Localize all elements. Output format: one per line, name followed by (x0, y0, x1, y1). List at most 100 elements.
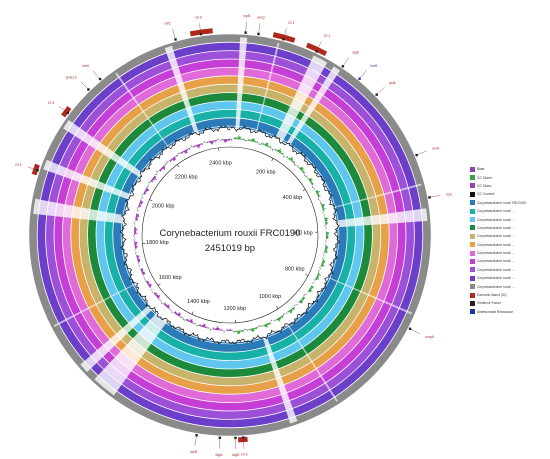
legend-label: Corynebacterium rouxii ... (477, 217, 515, 222)
gene-label: lmrB (370, 64, 378, 68)
legend-label: Blast (477, 167, 485, 172)
alignment-gaps (33, 37, 428, 424)
legend-label: Corynebacterium rouxii ... (477, 267, 515, 272)
legend-label: Corynebacterium rouxii ... (477, 225, 515, 230)
gene-marker (87, 88, 90, 91)
legend-swatch (470, 242, 475, 248)
genomic-island-arc (238, 436, 248, 443)
kbp-tick-label: 2400 kbp (209, 161, 232, 167)
legend-item: GC Content (470, 190, 548, 198)
legend-label: Corynebacterium rouxii FRC0190 (477, 200, 526, 205)
gene-label: fagA (216, 453, 224, 457)
gene-label: aroA (432, 147, 440, 151)
kbp-tick (149, 199, 153, 202)
gene-label-leader (58, 106, 68, 114)
gene-marker (358, 77, 361, 80)
kbp-tick-label: 2200 kbp (175, 175, 198, 181)
gene-label-leader (416, 150, 427, 156)
gap-arc (63, 120, 148, 181)
legend-item: Corynebacterium rouxii ... (470, 215, 548, 223)
legend-swatch (470, 292, 475, 298)
blast-ring (29, 34, 431, 436)
legend-swatch (470, 208, 475, 214)
map-title: Corynebacterium rouxii FRC0190 (160, 228, 301, 239)
legend-swatch (470, 183, 475, 189)
legend-label: GC Skew+ (477, 175, 493, 180)
gene-label-leader (92, 70, 101, 80)
legend-label: GC Content (477, 192, 495, 197)
genome-length: 2451019 bp (205, 243, 255, 254)
gene-marker (257, 32, 260, 36)
legend-swatch (470, 166, 475, 172)
kbp-tick-label: 400 kbp (283, 195, 303, 201)
gap-streak (284, 320, 339, 402)
kbp-tick (302, 189, 306, 192)
gene-marker (195, 434, 198, 437)
kbp-tick-label: 200 kbp (256, 169, 276, 175)
legend-swatch (470, 191, 475, 197)
blast-ring (96, 101, 364, 369)
gene-label-leader (342, 57, 350, 67)
gene-label-leader (172, 28, 176, 40)
kbp-tick (271, 158, 274, 162)
kbp-tick-label: 1200 kbp (223, 306, 246, 312)
legend-label: Corynebacterium rouxii ... (477, 251, 515, 256)
gc-tracks (120, 124, 340, 345)
kbp-tick (305, 273, 309, 276)
gc-skew-positive (133, 135, 330, 335)
gene-label: GI 6 (195, 15, 202, 19)
legend-label: Corynebacterium rouxii ... (477, 259, 515, 264)
gap-arc (272, 55, 328, 147)
blast-rings (29, 34, 431, 436)
legend-swatch (470, 284, 475, 290)
kbp-tick-label: 600 kbp (293, 231, 313, 237)
gap-arc (260, 330, 298, 424)
gene-marker (315, 50, 318, 53)
gene-marker (98, 77, 102, 81)
kbp-tick (191, 311, 194, 315)
legend-label: Virulence Factor (477, 301, 501, 306)
gap-arc (94, 308, 171, 396)
legend-swatch (470, 217, 475, 223)
gene-label: groEL2 (66, 76, 77, 80)
gene-label: ompA (425, 335, 435, 339)
gene-label-leader (245, 21, 247, 33)
gene-label: lpdA (389, 81, 397, 85)
gene-label: GI 2 (324, 34, 331, 38)
gene-label-leader (316, 41, 322, 52)
gene-label-leader (80, 81, 89, 90)
gene-marker (36, 168, 39, 172)
legend-label: Corynebacterium rouxii ... (477, 234, 515, 239)
blast-ring (71, 76, 389, 394)
legend-label: Corynebacterium rouxii ... (477, 284, 515, 289)
gene-label-leader (258, 23, 261, 35)
legend-item: Corynebacterium rouxii ... (470, 282, 548, 290)
gap-arc (33, 198, 130, 225)
gene-label: aroQ (257, 15, 265, 19)
legend-label: Corynebacterium rouxii ... (477, 276, 515, 281)
gc-content-line (120, 124, 340, 345)
legend-item: Genomic Island (GI) (470, 291, 548, 299)
kbp-tick-label: 1600 kbp (159, 275, 182, 281)
genomic-island-arc (305, 42, 328, 57)
gene-label-leader (376, 86, 385, 95)
legend-swatch (470, 225, 475, 231)
legend-item: Corynebacterium rouxii ... (470, 241, 548, 249)
gene-label: GI 4 (15, 163, 22, 167)
legend-item: Corynebacterium rouxii ... (470, 257, 548, 265)
gene-labels: rpfC GI 6 tcpB aroQ GI 1 GI 2 sigD lmrB lpdA aroA… (15, 14, 452, 457)
genomic-island-arc (189, 28, 213, 37)
kbp-tick (276, 306, 279, 309)
legend-swatch (470, 267, 475, 273)
gene-label-leader (283, 28, 287, 40)
legend-item: Corynebacterium rouxii ... (470, 224, 548, 232)
gene-label-leader (243, 437, 245, 449)
legend-item: GC Skew- (470, 182, 548, 190)
legend-item: Corynebacterium rouxii ... (470, 232, 548, 240)
gap-arc (283, 66, 341, 151)
legend-swatch (470, 250, 475, 256)
gap-arc (331, 208, 428, 229)
kbp-tick-label: 1000 kbp (259, 294, 282, 300)
legend-label: GC Skew- (477, 183, 493, 188)
legend-item: Virulence Factor (470, 299, 548, 307)
